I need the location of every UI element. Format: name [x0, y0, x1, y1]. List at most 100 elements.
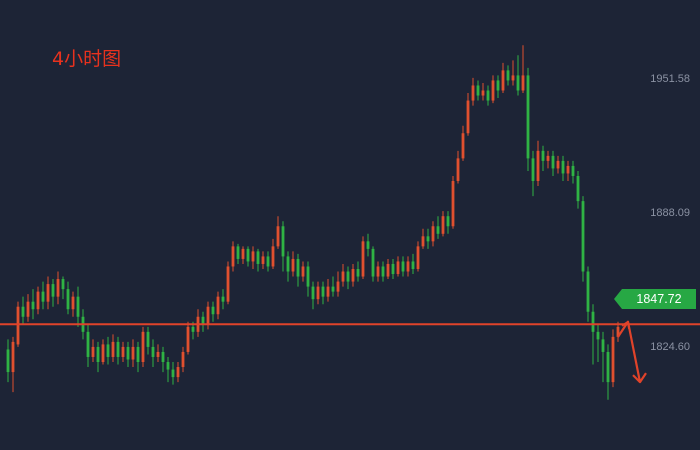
candle-body: [351, 268, 355, 282]
candle-body: [296, 258, 300, 277]
candle-body: [46, 284, 50, 302]
candle-body: [566, 165, 570, 174]
candle-body: [21, 306, 25, 317]
candle-body: [291, 258, 295, 272]
candle-body: [386, 263, 390, 277]
candle-body: [71, 296, 75, 310]
candle-body: [176, 367, 180, 378]
candle-body: [421, 236, 425, 247]
candle-body: [486, 90, 490, 101]
candle-body: [411, 261, 415, 269]
chart-title: 4小时图: [52, 48, 122, 70]
candle-body: [576, 175, 580, 202]
candle-body: [596, 331, 600, 340]
candle-body: [151, 346, 155, 357]
candle-body: [521, 75, 525, 91]
candle-body: [601, 339, 605, 352]
candle-body: [66, 289, 70, 310]
candle-body: [76, 296, 80, 317]
candle-body: [371, 248, 375, 277]
candle-body: [276, 226, 280, 247]
candle-body: [181, 351, 185, 368]
candle-body: [491, 80, 495, 101]
candle-body: [106, 344, 110, 357]
candle-body: [401, 261, 405, 272]
candle-body: [326, 286, 330, 297]
candle-body: [116, 341, 120, 357]
candle-body: [246, 248, 250, 262]
candle-body: [336, 281, 340, 292]
current-price-tag: 1847.72: [614, 289, 696, 309]
projection-arrow-head: [632, 372, 647, 384]
candle-body: [171, 369, 175, 378]
candle-body: [306, 266, 310, 287]
candle-body: [96, 346, 100, 363]
candle-body: [346, 271, 350, 282]
candle-body: [261, 256, 265, 264]
candle-body: [341, 271, 345, 282]
candle-body: [111, 341, 115, 357]
candle-body: [16, 306, 20, 345]
candle-body: [556, 160, 560, 169]
candle-body: [441, 216, 445, 234]
candle-body: [531, 158, 535, 182]
candle-body: [606, 351, 610, 383]
candle-body: [461, 133, 465, 159]
candle-body: [101, 344, 105, 363]
candle-body: [146, 331, 150, 347]
candle-body: [611, 336, 615, 383]
candle-body: [56, 279, 60, 297]
candle-body: [61, 279, 65, 290]
candle-body: [356, 268, 360, 277]
candle-body: [396, 261, 400, 275]
candle-body: [166, 362, 170, 370]
candle-body: [321, 286, 325, 297]
candle-body: [256, 251, 260, 264]
candle-body: [31, 301, 35, 310]
candle-body: [301, 266, 305, 277]
candle-body: [201, 316, 205, 325]
candle-body: [161, 351, 165, 363]
candle-body: [581, 201, 585, 272]
candle-body: [571, 165, 575, 176]
candle-body: [36, 291, 40, 310]
candle-body: [136, 346, 140, 363]
candle-body: [281, 226, 285, 257]
candle-body: [591, 311, 595, 332]
candle-body: [241, 248, 245, 259]
candle-body: [91, 346, 95, 357]
candle-body: [506, 70, 510, 81]
candle-body: [406, 261, 410, 272]
candle-body: [156, 351, 160, 357]
price-axis-label-middle: 1888.09: [650, 207, 690, 219]
candle-body: [271, 246, 275, 267]
candle-body: [231, 246, 235, 267]
candle-body: [476, 85, 480, 96]
candle-body: [471, 85, 475, 101]
candle-body: [11, 341, 15, 373]
candle-body: [266, 256, 270, 267]
candle-body: [211, 306, 215, 315]
candle-body: [361, 241, 365, 277]
candle-body: [586, 271, 590, 312]
candle-body: [206, 306, 210, 325]
candle-body: [546, 155, 550, 161]
candle-body: [451, 181, 455, 227]
candle-body: [126, 346, 130, 360]
candle-body: [511, 75, 515, 81]
candle-body: [381, 266, 385, 277]
candle-body: [41, 291, 45, 302]
candle-body: [366, 241, 370, 249]
candle-body: [431, 226, 435, 242]
candle-body: [496, 80, 500, 91]
candle-body: [226, 266, 230, 302]
candle-body: [446, 216, 450, 227]
candle-body: [526, 75, 530, 159]
candle-body: [251, 251, 255, 262]
candle-body: [416, 246, 420, 269]
candle-body: [391, 263, 395, 275]
candle-body: [436, 226, 440, 234]
candle-body: [316, 286, 320, 300]
candle-body: [541, 150, 545, 161]
